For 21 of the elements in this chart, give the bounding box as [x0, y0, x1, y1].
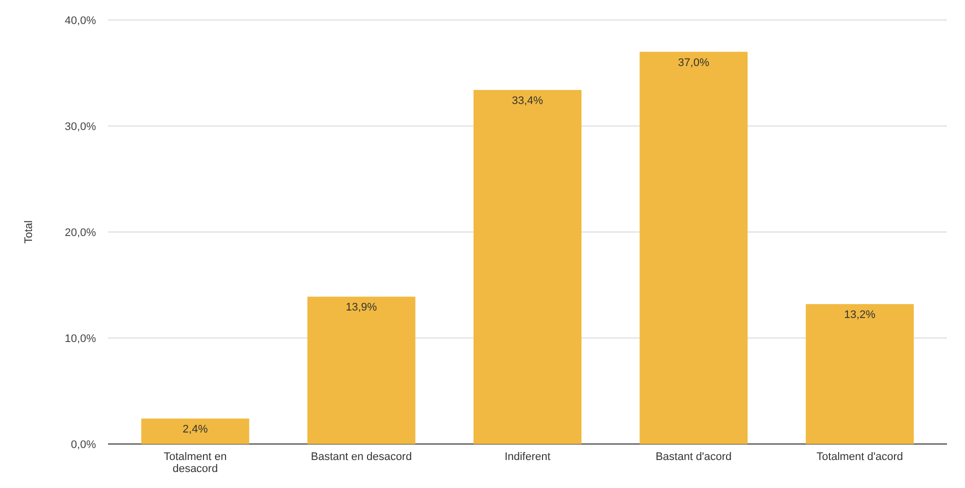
y-tick-label: 30,0% — [64, 120, 96, 133]
y-tick-label: 0,0% — [70, 438, 96, 451]
data-label: 37,0% — [678, 56, 710, 69]
x-tick-label: Totalment d'acord — [816, 451, 904, 463]
x-tick-label: Bastant d'acord — [656, 451, 732, 463]
y-axis-title: Total — [23, 220, 35, 244]
data-label: 2,4% — [182, 424, 208, 436]
bar — [141, 418, 250, 444]
bar — [474, 90, 582, 444]
x-tick-label: Totalment en desacord — [164, 451, 227, 475]
data-label: 13,2% — [844, 309, 876, 322]
x-tick-label: Indiferent — [504, 451, 550, 463]
data-label: 33,4% — [512, 94, 544, 107]
x-tick-label: Bastant en desacord — [310, 451, 412, 463]
bar — [640, 52, 748, 444]
bar — [307, 296, 416, 444]
y-tick-label: 20,0% — [64, 226, 96, 239]
y-tick-label: 10,0% — [64, 332, 96, 345]
data-label: 13,9% — [346, 302, 378, 314]
bar — [806, 304, 914, 444]
y-tick-label: 40,0% — [64, 14, 96, 27]
